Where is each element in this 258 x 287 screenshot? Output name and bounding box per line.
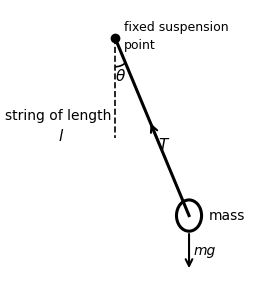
- Text: θ: θ: [115, 69, 125, 84]
- Text: l: l: [58, 129, 63, 144]
- Text: fixed suspension
point: fixed suspension point: [124, 22, 229, 53]
- Text: mg: mg: [194, 244, 216, 258]
- Text: string of length: string of length: [5, 108, 111, 123]
- Text: mass: mass: [208, 209, 245, 222]
- Text: T: T: [159, 138, 168, 153]
